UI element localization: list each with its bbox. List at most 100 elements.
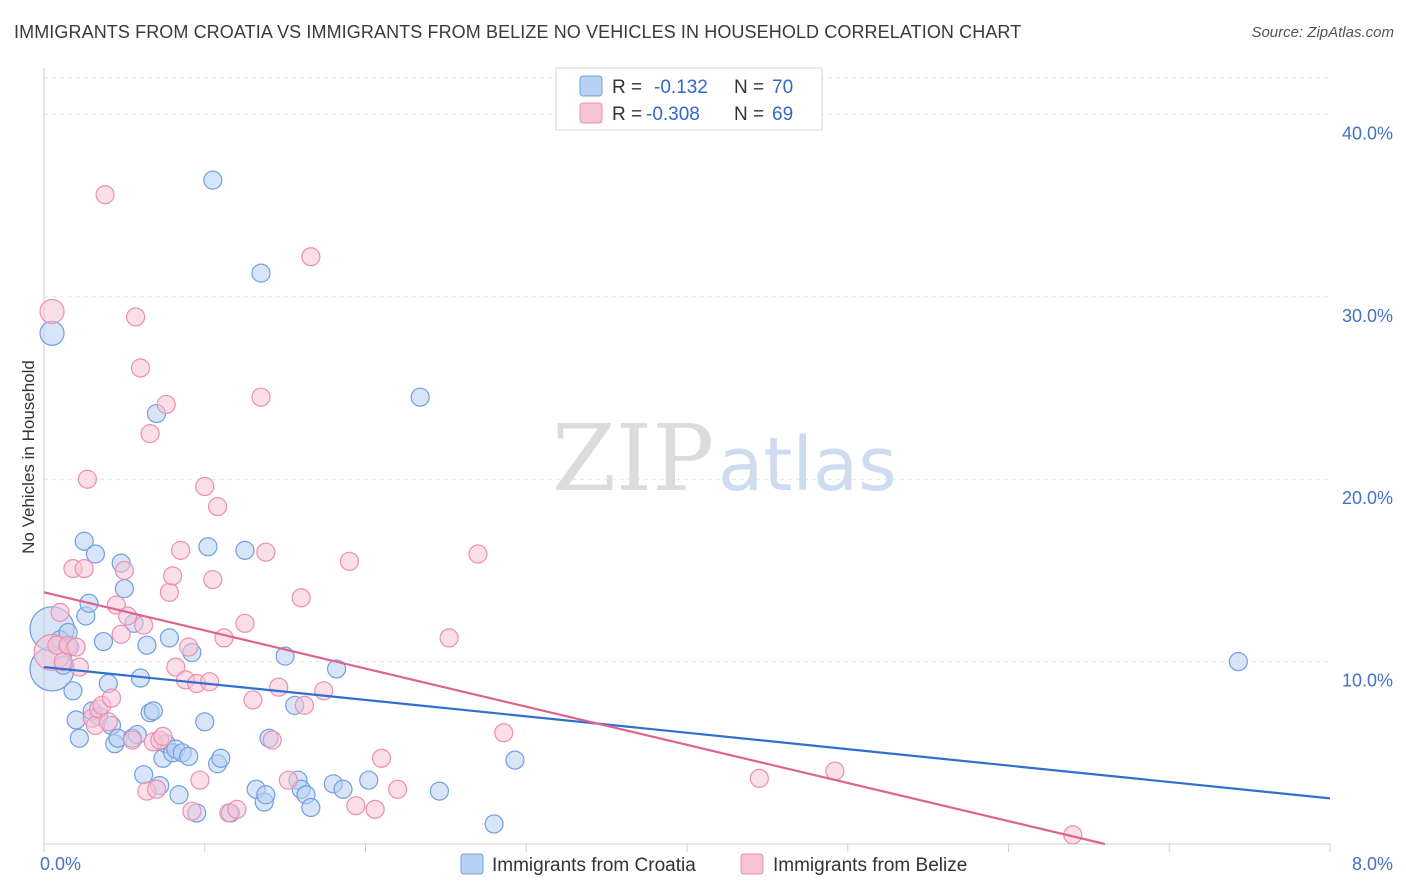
data-point xyxy=(256,542,276,562)
data-point xyxy=(484,814,504,834)
legend-n-label-belize: N = xyxy=(734,104,764,125)
data-point xyxy=(114,560,134,581)
data-point xyxy=(251,263,271,283)
y-tick-label: 20.0% xyxy=(1342,488,1393,508)
data-point xyxy=(359,770,379,790)
data-point xyxy=(269,677,289,697)
data-point xyxy=(291,588,311,608)
data-point xyxy=(243,690,263,710)
data-point xyxy=(505,750,525,770)
axes: 10.0% 20.0% 30.0% 40.0% 0.0% 8.0% No Vehicles … xyxy=(19,68,1393,874)
data-point xyxy=(278,770,298,790)
series-legend: Immigrants from Croatia Immigrants from … xyxy=(460,853,967,876)
data-point xyxy=(98,712,118,732)
data-point xyxy=(126,307,146,327)
data-point xyxy=(179,637,199,657)
data-points xyxy=(29,170,1248,845)
data-point xyxy=(159,582,179,602)
data-point xyxy=(179,746,199,767)
data-point xyxy=(198,537,218,557)
trend-lines xyxy=(43,591,1331,846)
series-belize xyxy=(33,185,1083,845)
data-point xyxy=(468,544,488,564)
data-point xyxy=(171,540,191,560)
data-point xyxy=(74,559,94,579)
x-tick-label: 8.0% xyxy=(1352,854,1393,874)
y-tick-label: 40.0% xyxy=(1342,123,1393,143)
data-point xyxy=(211,748,231,768)
data-point xyxy=(214,628,234,648)
data-point xyxy=(429,781,450,801)
data-point xyxy=(749,768,769,788)
data-point xyxy=(208,496,228,517)
legend-n-value-croatia: 70 xyxy=(772,77,793,98)
data-point xyxy=(114,579,134,599)
data-point xyxy=(262,730,282,750)
y-tick-label: 30.0% xyxy=(1342,306,1393,326)
data-point xyxy=(140,424,160,444)
data-point xyxy=(143,701,163,721)
data-point xyxy=(203,170,223,190)
data-point xyxy=(156,394,176,415)
data-point xyxy=(326,659,347,679)
data-point xyxy=(169,785,189,805)
data-point xyxy=(95,185,115,205)
data-point xyxy=(85,544,106,564)
legend-swatch-belize xyxy=(579,102,603,124)
data-point xyxy=(439,628,459,648)
trend-line-croatia xyxy=(43,665,1331,800)
data-point xyxy=(182,801,202,821)
data-point xyxy=(137,635,157,655)
grid-lines xyxy=(44,77,1330,663)
data-point xyxy=(122,730,143,750)
data-point xyxy=(346,796,366,816)
data-point xyxy=(371,748,392,768)
data-point xyxy=(111,624,131,644)
data-point xyxy=(163,566,183,586)
data-point xyxy=(256,785,276,805)
chart-title: IMMIGRANTS FROM CROATIA VS IMMIGRANTS FR… xyxy=(14,22,1022,42)
data-point xyxy=(294,695,315,715)
data-point xyxy=(388,779,408,799)
data-point xyxy=(333,779,353,799)
data-point xyxy=(66,710,86,730)
data-point xyxy=(74,531,94,551)
data-point xyxy=(69,657,89,677)
data-point xyxy=(195,476,215,497)
data-point xyxy=(339,551,360,571)
y-tick-label: 10.0% xyxy=(1342,671,1393,691)
data-point xyxy=(190,770,210,790)
data-point xyxy=(235,613,255,633)
watermark-zip: ZIP xyxy=(552,405,714,512)
correlation-legend: R = -0.132 N = 70 R = -0.308 N = 69 xyxy=(555,67,823,131)
series-swatch-belize xyxy=(740,853,764,875)
data-point xyxy=(146,779,167,799)
data-point xyxy=(159,628,179,648)
x-tick-label: 0.0% xyxy=(40,854,81,874)
legend-r-value-belize: -0.308 xyxy=(646,104,700,125)
data-point xyxy=(301,797,321,818)
series-swatch-croatia xyxy=(460,853,484,875)
data-point xyxy=(166,657,186,677)
legend-swatch-croatia xyxy=(579,75,603,97)
data-point xyxy=(203,569,223,590)
data-point xyxy=(410,387,430,407)
data-point xyxy=(39,320,65,346)
data-point xyxy=(365,799,385,819)
data-point xyxy=(63,681,83,701)
data-point xyxy=(153,726,173,746)
trend-line-belize xyxy=(43,591,1106,846)
data-point xyxy=(251,387,271,407)
data-point xyxy=(134,765,154,785)
data-point xyxy=(199,672,220,692)
data-point xyxy=(66,637,86,657)
watermark: ZIP atlas xyxy=(552,405,897,512)
data-point xyxy=(130,358,151,378)
source-credit: Source: ZipAtlas.com xyxy=(1251,24,1394,41)
data-point xyxy=(494,723,514,743)
data-point xyxy=(1228,652,1248,672)
data-point xyxy=(39,298,65,325)
legend-r-value-croatia: -0.132 xyxy=(654,77,708,98)
data-point xyxy=(69,728,89,748)
